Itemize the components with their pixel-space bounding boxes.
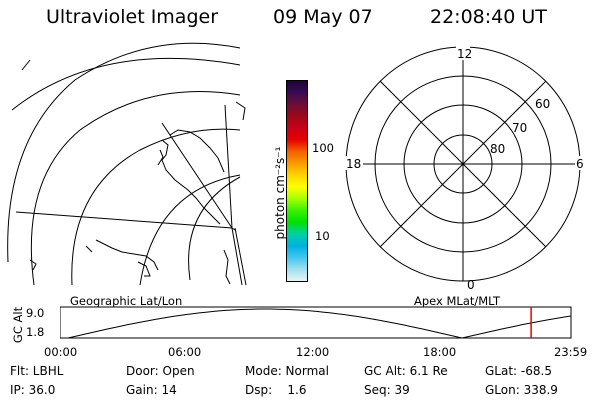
time-tick-0000: 00:00 <box>44 345 78 359</box>
colorbar-tick-100: 100 <box>312 141 334 155</box>
hour-label-6: 6 <box>576 157 584 171</box>
hour-label-0: 0 <box>467 278 475 291</box>
time-tick-2359: 23:59 <box>554 345 588 359</box>
coastline <box>29 259 37 271</box>
map-graticule <box>71 128 241 286</box>
map-graticule <box>30 91 241 286</box>
status-gain: Gain: 14 <box>126 383 177 397</box>
colorbar <box>286 80 308 282</box>
mlt-line-diagonal <box>379 80 547 248</box>
map-meridian <box>15 211 233 229</box>
lat-label-60: 60 <box>535 97 550 111</box>
status-gc-alt: GC Alt: 6.1 Re <box>364 364 448 378</box>
time-tick-1800: 18:00 <box>423 345 457 359</box>
coastline <box>223 249 231 285</box>
hour-label-18: 18 <box>346 157 361 171</box>
status-mode: Mode: Normal <box>245 364 329 378</box>
hour-label-12: 12 <box>457 47 472 61</box>
geographic-map <box>7 42 247 286</box>
lat-label-80: 80 <box>490 142 505 156</box>
time-label: 22:08:40 UT <box>430 6 547 28</box>
map-meridian <box>161 122 233 229</box>
map-graticule <box>188 176 241 281</box>
timeline-right-label: Apex MLat/MLT <box>414 294 501 308</box>
coastline <box>137 261 151 277</box>
polar-plot: 12 18 6 0 60 70 80 <box>345 46 585 291</box>
lat-label-70: 70 <box>512 121 527 135</box>
map-meridian <box>224 104 233 229</box>
colorbar-gradient <box>287 81 307 281</box>
status-door: Door: Open <box>126 364 195 378</box>
timeline-ytick-low: 1.8 <box>26 325 45 339</box>
coastline <box>85 245 93 253</box>
status-filter: Flt: LBHL <box>10 364 64 378</box>
coastline <box>161 139 221 225</box>
status-glon: GLon: 338.9 <box>485 383 558 397</box>
coastline <box>95 239 159 271</box>
timeline-ytick-high: 9.0 <box>26 306 45 320</box>
status-ip: IP: 36.0 <box>10 383 56 397</box>
map-graticule <box>11 57 241 111</box>
coastline <box>21 59 31 71</box>
time-tick-0600: 06:00 <box>168 345 202 359</box>
map-meridian <box>234 227 247 286</box>
map-graticule <box>7 42 241 263</box>
status-glat: GLat: -68.5 <box>485 364 552 378</box>
map-graticule <box>139 174 241 286</box>
status-seq: Seq: 39 <box>364 383 410 397</box>
timeline-left-label: Geographic Lat/Lon <box>70 294 183 308</box>
map-meridian <box>231 227 243 286</box>
instrument-title: Ultraviolet Imager <box>46 6 219 28</box>
coastline <box>169 129 225 173</box>
coastline <box>157 149 164 166</box>
time-tick-1200: 12:00 <box>296 345 330 359</box>
colorbar-unit-label: photon cm⁻²s⁻¹ <box>273 146 287 240</box>
date-label: 09 May 07 <box>273 6 373 28</box>
timeline-axis-title: GC Alt <box>11 306 25 344</box>
coastline <box>235 101 246 121</box>
timeline-frame <box>60 306 572 339</box>
altitude-curve <box>67 308 571 339</box>
orbit-timeline <box>60 306 572 339</box>
colorbar-tick-10: 10 <box>315 229 330 243</box>
status-dsp: Dsp: 1.6 <box>245 383 307 397</box>
